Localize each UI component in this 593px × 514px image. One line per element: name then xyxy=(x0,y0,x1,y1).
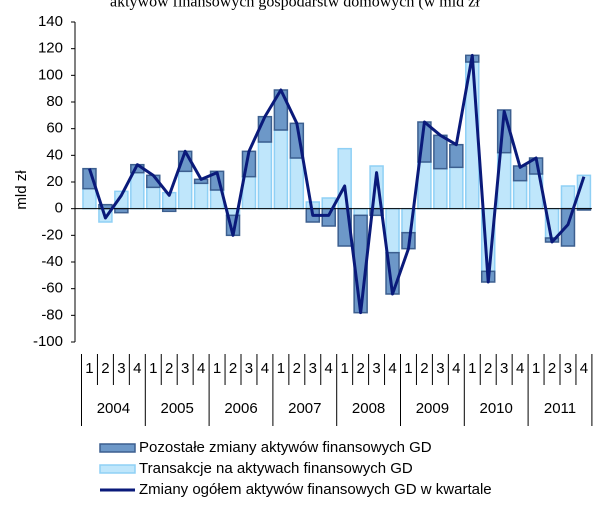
x-tick-label: 3 xyxy=(372,360,380,377)
x-tick-label: 1 xyxy=(341,360,349,377)
x-tick-label: 2 xyxy=(420,360,428,377)
y-tick-label: 20 xyxy=(46,173,63,190)
x-tick-label: 1 xyxy=(468,360,476,377)
x-tick-label: 4 xyxy=(388,360,396,377)
x-tick-label: 4 xyxy=(133,360,141,377)
x-tick-label: 3 xyxy=(181,360,189,377)
x-tick-label: 3 xyxy=(117,360,125,377)
y-tick-label: 60 xyxy=(46,120,63,137)
bar xyxy=(385,207,400,254)
x-tick-label: 4 xyxy=(197,360,205,377)
x-tick-label: 3 xyxy=(309,360,317,377)
x-tick-label: 2 xyxy=(229,360,237,377)
group-label: 2005 xyxy=(161,400,194,417)
y-tick-label: 80 xyxy=(46,93,63,110)
chart-title: aktywów finansowych gospodarstw domowych… xyxy=(110,0,480,11)
x-tick-label: 2 xyxy=(356,360,364,377)
y-tick-label: 100 xyxy=(38,66,63,83)
x-tick-label: 3 xyxy=(500,360,508,377)
bar xyxy=(114,207,129,214)
group-label: 2004 xyxy=(97,400,130,417)
x-tick-label: 4 xyxy=(261,360,269,377)
legend-swatch xyxy=(99,443,136,453)
legend-label: Pozostałe zmiany aktywów finansowych GD xyxy=(139,439,432,456)
group-label: 2009 xyxy=(416,400,449,417)
line xyxy=(88,53,586,315)
bar xyxy=(193,182,209,210)
x-tick-label: 1 xyxy=(532,360,540,377)
group-label: 2007 xyxy=(288,400,321,417)
bar xyxy=(560,185,576,210)
y-tick-label: -80 xyxy=(41,306,63,323)
bar xyxy=(130,171,145,210)
y-tick-label: 120 xyxy=(38,40,63,57)
bar xyxy=(353,207,368,217)
x-tick-label: 4 xyxy=(452,360,460,377)
y-axis-label: mld zł xyxy=(13,170,30,210)
x-tick-label: 1 xyxy=(404,360,412,377)
bar xyxy=(146,186,161,210)
bar xyxy=(337,147,352,210)
bar xyxy=(177,170,193,210)
x-tick-label: 1 xyxy=(213,360,221,377)
y-tick-label: -100 xyxy=(33,333,63,350)
x-tick-label: 2 xyxy=(293,360,301,377)
group-label: 2008 xyxy=(352,400,385,417)
x-tick-label: 4 xyxy=(516,360,524,377)
bar xyxy=(449,143,464,169)
x-tick-label: 4 xyxy=(580,360,588,377)
x-tick-label: 2 xyxy=(484,360,492,377)
bar xyxy=(289,157,305,210)
group-label: 2011 xyxy=(544,400,576,417)
y-tick-label: -60 xyxy=(41,280,63,297)
x-tick-label: 3 xyxy=(564,360,572,377)
y-tick-label: 40 xyxy=(46,146,63,163)
legend-swatch xyxy=(99,464,136,474)
x-tick-label: 1 xyxy=(277,360,285,377)
bar xyxy=(449,166,464,210)
y-tick-label: -20 xyxy=(41,226,63,243)
bar xyxy=(433,167,448,210)
group-label: 2006 xyxy=(224,400,257,417)
y-tick-label: -40 xyxy=(41,253,63,270)
x-tick-label: 1 xyxy=(85,360,93,377)
x-tick-label: 2 xyxy=(548,360,556,377)
group-label: 2010 xyxy=(480,400,513,417)
bar xyxy=(512,179,528,210)
y-tick-label: 140 xyxy=(38,13,63,30)
legend-label: Transakcje na aktywach finansowych GD xyxy=(139,460,413,477)
x-tick-label: 4 xyxy=(325,360,333,377)
x-tick-label: 3 xyxy=(245,360,253,377)
bar xyxy=(82,187,97,210)
bar xyxy=(257,141,273,210)
y-tick-label: 0 xyxy=(55,200,63,217)
x-tick-label: 2 xyxy=(101,360,109,377)
bar xyxy=(321,207,336,227)
legend-label: Zmiany ogółem aktywów finansowych GD w k… xyxy=(139,481,492,498)
x-tick-label: 2 xyxy=(165,360,173,377)
x-tick-label: 1 xyxy=(149,360,157,377)
x-tick-label: 3 xyxy=(436,360,444,377)
bar xyxy=(273,129,289,210)
bar xyxy=(433,134,448,170)
